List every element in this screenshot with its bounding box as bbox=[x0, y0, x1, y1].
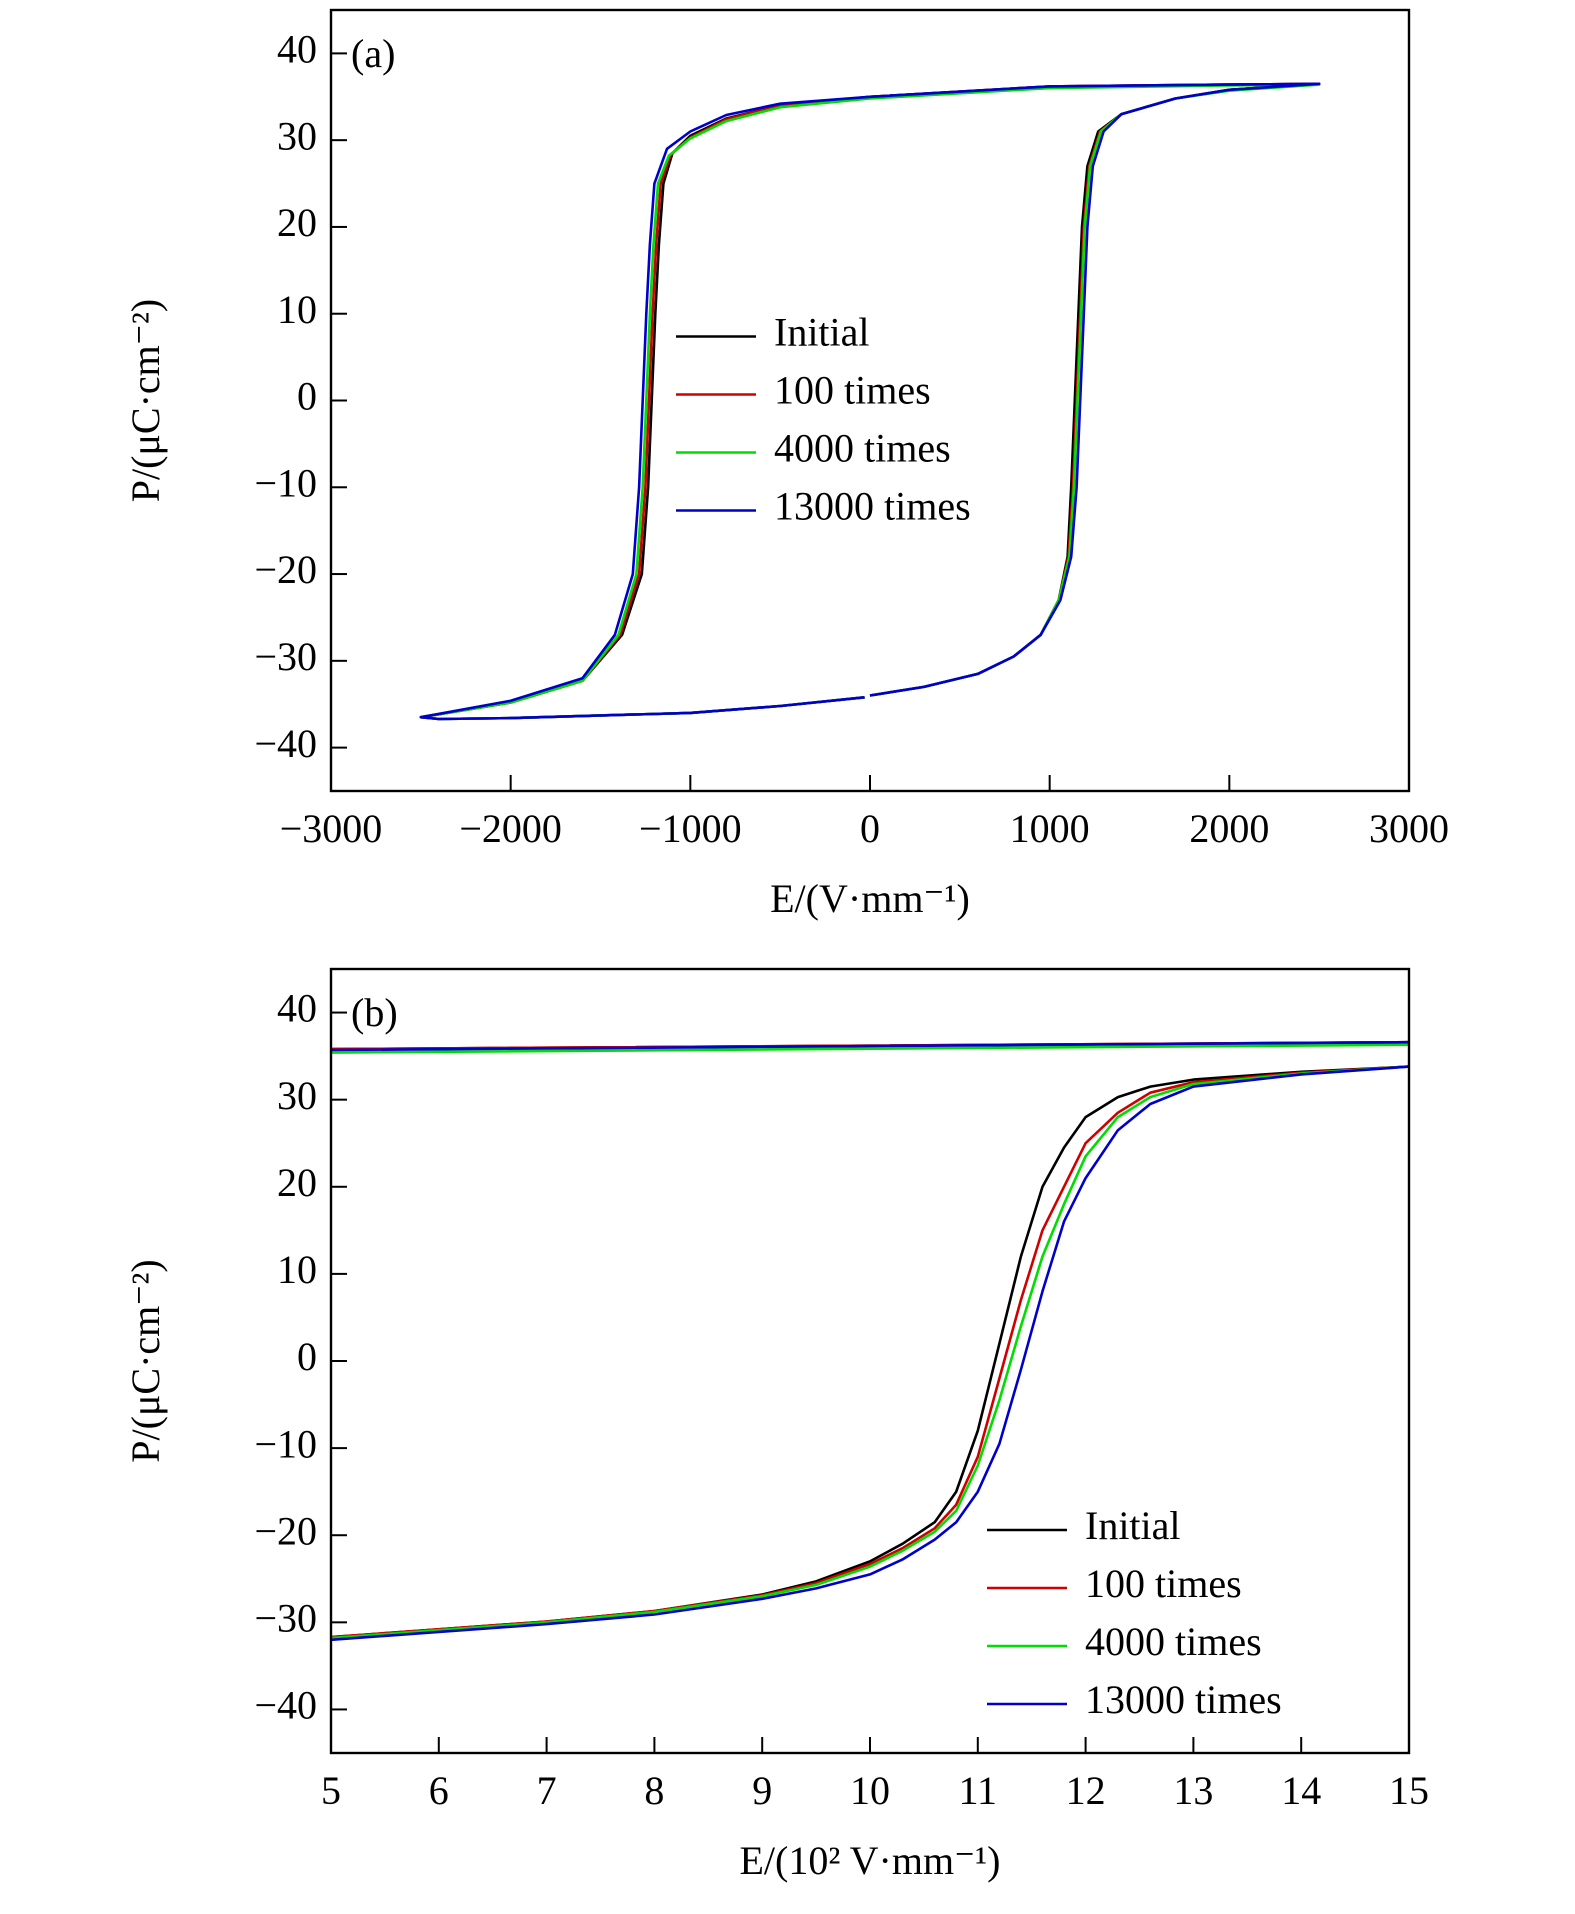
legend-label: 13000 times bbox=[774, 484, 971, 529]
y-tick-label: 20 bbox=[277, 1160, 317, 1205]
y-tick-label: −10 bbox=[254, 1421, 317, 1466]
panel-label: (b) bbox=[351, 990, 398, 1035]
series-line bbox=[331, 1040, 1409, 1639]
x-tick-label: 5 bbox=[321, 1768, 341, 1813]
plot-area bbox=[419, 82, 1321, 721]
plot-area bbox=[331, 1040, 1409, 1642]
y-tick-label: −20 bbox=[254, 1508, 317, 1553]
series-line bbox=[331, 1040, 1409, 1642]
x-tick-label: 3000 bbox=[1369, 806, 1449, 851]
x-tick-label: 10 bbox=[850, 1768, 890, 1813]
y-tick-label: 30 bbox=[277, 1073, 317, 1118]
y-tick-label: 10 bbox=[277, 287, 317, 332]
legend-label: 4000 times bbox=[774, 426, 951, 471]
x-tick-label: 11 bbox=[959, 1768, 998, 1813]
y-tick-label: −40 bbox=[254, 721, 317, 766]
y-axis-label: P/(μC·cm⁻²) bbox=[123, 1259, 168, 1462]
x-tick-label: 1000 bbox=[1010, 806, 1090, 851]
y-tick-label: −30 bbox=[254, 1596, 317, 1641]
series-line bbox=[331, 1043, 1409, 1640]
x-tick-label: −1000 bbox=[639, 806, 742, 851]
y-tick-label: −30 bbox=[254, 634, 317, 679]
y-tick-label: 10 bbox=[277, 1247, 317, 1292]
x-tick-label: −2000 bbox=[459, 806, 562, 851]
y-tick-label: −10 bbox=[254, 460, 317, 505]
x-axis-label: E/(10² V·mm⁻¹) bbox=[740, 1838, 1001, 1883]
legend-label: 13000 times bbox=[1085, 1677, 1282, 1722]
x-tick-label: 12 bbox=[1066, 1768, 1106, 1813]
series-line bbox=[419, 83, 1321, 721]
x-tick-label: −3000 bbox=[280, 806, 383, 851]
y-tick-label: −20 bbox=[254, 547, 317, 592]
y-axis-label: P/(μC·cm⁻²) bbox=[123, 299, 168, 502]
plot-frame bbox=[329, 967, 1411, 1755]
y-tick-label: 40 bbox=[277, 986, 317, 1031]
y-tick-label: 0 bbox=[297, 374, 317, 419]
x-tick-label: 7 bbox=[537, 1768, 557, 1813]
legend-label: 4000 times bbox=[1085, 1619, 1262, 1664]
legend-label: Initial bbox=[1085, 1503, 1181, 1548]
y-tick-label: 20 bbox=[277, 200, 317, 245]
y-tick-label: 0 bbox=[297, 1334, 317, 1379]
x-tick-label: 13 bbox=[1173, 1768, 1213, 1813]
legend-label: 100 times bbox=[774, 368, 931, 413]
plot-frame bbox=[329, 8, 1411, 793]
series-line bbox=[419, 82, 1321, 721]
x-tick-label: 15 bbox=[1389, 1768, 1429, 1813]
y-tick-label: 30 bbox=[277, 113, 317, 158]
x-tick-label: 14 bbox=[1281, 1768, 1321, 1813]
x-tick-label: 0 bbox=[860, 806, 880, 851]
y-tick-label: −40 bbox=[254, 1683, 317, 1728]
series-line bbox=[331, 1040, 1409, 1639]
panel-label: (a) bbox=[351, 31, 395, 76]
x-tick-label: 2000 bbox=[1189, 806, 1269, 851]
x-tick-label: 9 bbox=[752, 1768, 772, 1813]
y-tick-label: 40 bbox=[277, 27, 317, 72]
legend-label: 100 times bbox=[1085, 1561, 1242, 1606]
x-tick-label: 8 bbox=[644, 1768, 664, 1813]
x-tick-label: 6 bbox=[429, 1768, 449, 1813]
x-axis-label: E/(V·mm⁻¹) bbox=[770, 876, 970, 921]
legend-label: Initial bbox=[774, 310, 870, 355]
